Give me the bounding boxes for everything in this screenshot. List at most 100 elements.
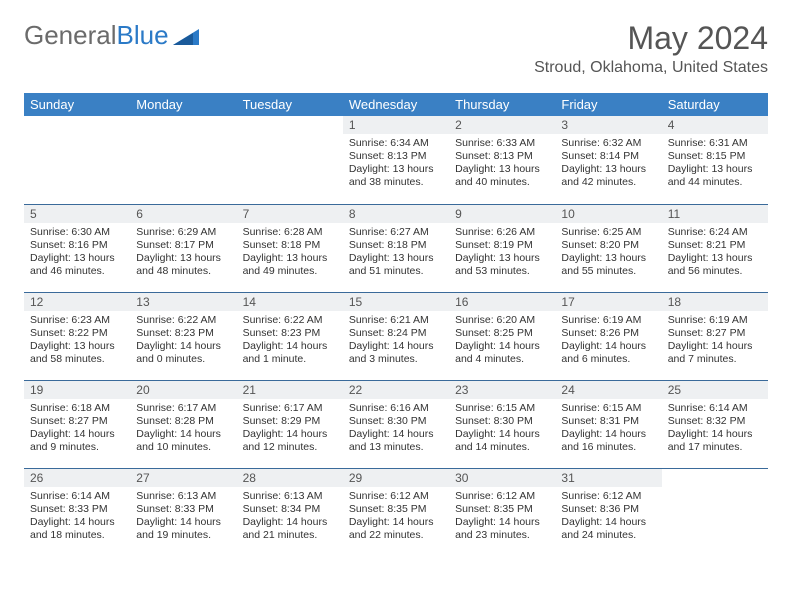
day-number: 24	[555, 381, 661, 399]
daylight-text: Daylight: 14 hours and 14 minutes.	[455, 428, 549, 454]
day-number: 15	[343, 293, 449, 311]
sunrise-text: Sunrise: 6:27 AM	[349, 226, 443, 239]
daylight-text: Daylight: 14 hours and 9 minutes.	[30, 428, 124, 454]
day-number: 22	[343, 381, 449, 399]
daylight-text: Daylight: 14 hours and 0 minutes.	[136, 340, 230, 366]
sunset-text: Sunset: 8:36 PM	[561, 503, 655, 516]
day-number: 5	[24, 205, 130, 223]
sunset-text: Sunset: 8:31 PM	[561, 415, 655, 428]
sunrise-text: Sunrise: 6:23 AM	[30, 314, 124, 327]
sunset-text: Sunset: 8:33 PM	[30, 503, 124, 516]
sunset-text: Sunset: 8:16 PM	[30, 239, 124, 252]
calendar-day-cell: 12Sunrise: 6:23 AMSunset: 8:22 PMDayligh…	[24, 292, 130, 380]
calendar-day-cell: 19Sunrise: 6:18 AMSunset: 8:27 PMDayligh…	[24, 380, 130, 468]
daylight-text: Daylight: 13 hours and 51 minutes.	[349, 252, 443, 278]
calendar-week-row: 19Sunrise: 6:18 AMSunset: 8:27 PMDayligh…	[24, 380, 768, 468]
daylight-text: Daylight: 13 hours and 53 minutes.	[455, 252, 549, 278]
calendar-day-cell: 16Sunrise: 6:20 AMSunset: 8:25 PMDayligh…	[449, 292, 555, 380]
calendar-week-row: 12 Sunrise: 6:23 AMSunset: 8:22 PM Dayligh…	[24, 292, 768, 380]
calendar-day-cell: 14Sunrise: 6:22 AMSunset: 8:23 PMDayligh…	[237, 292, 343, 380]
day-details: Sunrise: 6:32 AMSunset: 8:14 PMDaylight:…	[555, 134, 661, 194]
calendar-table: SundayMondayTuesdayWednesdayThursdayFrid…	[24, 93, 768, 556]
sunset-text: Sunset: 8:17 PM	[136, 239, 230, 252]
sunrise-text: Sunrise: 6:13 AM	[243, 490, 337, 503]
day-details: Sunrise: 6:13 AMSunset: 8:33 PMDaylight:…	[130, 487, 236, 547]
calendar-day-cell: 20Sunrise: 6:17 AMSunset: 8:28 PMDayligh…	[130, 380, 236, 468]
day-number: 6	[130, 205, 236, 223]
sunrise-text: Sunrise: 6:12 AM	[455, 490, 549, 503]
daylight-text: Daylight: 14 hours and 21 minutes.	[243, 516, 337, 542]
day-number: 1	[343, 116, 449, 134]
sunrise-text: Sunrise: 6:12 AM	[349, 490, 443, 503]
sunset-text: Sunset: 8:33 PM	[136, 503, 230, 516]
daylight-text: Daylight: 13 hours and 38 minutes.	[349, 163, 443, 189]
daylight-text: Daylight: 14 hours and 1 minute.	[243, 340, 337, 366]
calendar-day-cell: 10Sunrise: 6:25 AMSunset: 8:20 PMDayligh…	[555, 204, 661, 292]
day-number: 29	[343, 469, 449, 487]
daylight-text: Daylight: 14 hours and 22 minutes.	[349, 516, 443, 542]
weekday-header: Tuesday	[237, 93, 343, 116]
day-details: Sunrise: 6:22 AMSunset: 8:23 PMDaylight:…	[130, 311, 236, 371]
sunset-text: Sunset: 8:21 PM	[668, 239, 762, 252]
day-details: Sunrise: 6:19 AMSunset: 8:26 PMDaylight:…	[555, 311, 661, 371]
sunset-text: Sunset: 8:22 PM	[30, 327, 124, 340]
day-details: Sunrise: 6:16 AMSunset: 8:30 PMDaylight:…	[343, 399, 449, 459]
sunrise-text: Sunrise: 6:16 AM	[349, 402, 443, 415]
calendar-day-cell	[130, 116, 236, 204]
sunset-text: Sunset: 8:35 PM	[455, 503, 549, 516]
day-number: 16	[449, 293, 555, 311]
day-number: 30	[449, 469, 555, 487]
day-number: 26	[24, 469, 130, 487]
day-details: Sunrise: 6:20 AMSunset: 8:25 PMDaylight:…	[449, 311, 555, 371]
daylight-text: Daylight: 14 hours and 3 minutes.	[349, 340, 443, 366]
sunrise-text: Sunrise: 6:19 AM	[668, 314, 762, 327]
day-number: 12	[24, 293, 130, 311]
calendar-week-row: 26Sunrise: 6:14 AMSunset: 8:33 PMDayligh…	[24, 468, 768, 556]
weekday-header: Saturday	[662, 93, 768, 116]
sunrise-text: Sunrise: 6:14 AM	[668, 402, 762, 415]
day-details: Sunrise: 6:27 AMSunset: 8:18 PMDaylight:…	[343, 223, 449, 283]
daylight-text: Daylight: 13 hours and 56 minutes.	[668, 252, 762, 278]
day-number: 13	[130, 293, 236, 311]
sunset-text: Sunset: 8:25 PM	[455, 327, 549, 340]
sunrise-text: Sunrise: 6:19 AM	[561, 314, 655, 327]
calendar-week-row: 5Sunrise: 6:30 AMSunset: 8:16 PMDaylight…	[24, 204, 768, 292]
day-details: Sunrise: 6:14 AMSunset: 8:32 PMDaylight:…	[662, 399, 768, 459]
day-number: 31	[555, 469, 661, 487]
daylight-text: Daylight: 14 hours and 4 minutes.	[455, 340, 549, 366]
calendar-day-cell: 8Sunrise: 6:27 AMSunset: 8:18 PMDaylight…	[343, 204, 449, 292]
sunrise-text: Sunrise: 6:12 AM	[561, 490, 655, 503]
day-details: Sunrise: 6:21 AMSunset: 8:24 PMDaylight:…	[343, 311, 449, 371]
sunset-text: Sunset: 8:20 PM	[561, 239, 655, 252]
day-number: 17	[555, 293, 661, 311]
daylight-text: Daylight: 13 hours and 42 minutes.	[561, 163, 655, 189]
calendar-day-cell	[662, 468, 768, 556]
calendar-day-cell: 24Sunrise: 6:15 AMSunset: 8:31 PMDayligh…	[555, 380, 661, 468]
sunset-text: Sunset: 8:27 PM	[30, 415, 124, 428]
sunrise-text: Sunrise: 6:29 AM	[136, 226, 230, 239]
day-details: Sunrise: 6:17 AMSunset: 8:28 PMDaylight:…	[130, 399, 236, 459]
sunset-text: Sunset: 8:28 PM	[136, 415, 230, 428]
daylight-text: Daylight: 14 hours and 24 minutes.	[561, 516, 655, 542]
sunrise-text: Sunrise: 6:22 AM	[136, 314, 230, 327]
day-details: Sunrise: 6:28 AMSunset: 8:18 PMDaylight:…	[237, 223, 343, 283]
day-number: 14	[237, 293, 343, 311]
day-details: Sunrise: 6:19 AMSunset: 8:27 PMDaylight:…	[662, 311, 768, 371]
daylight-text: Daylight: 14 hours and 6 minutes.	[561, 340, 655, 366]
sunrise-text: Sunrise: 6:22 AM	[243, 314, 337, 327]
day-number: 20	[130, 381, 236, 399]
calendar-day-cell	[24, 116, 130, 204]
calendar-day-cell: 30Sunrise: 6:12 AMSunset: 8:35 PMDayligh…	[449, 468, 555, 556]
calendar-day-cell: 17Sunrise: 6:19 AMSunset: 8:26 PMDayligh…	[555, 292, 661, 380]
title-block: May 2024 Stroud, Oklahoma, United States	[534, 20, 768, 77]
day-details: Sunrise: 6:12 AMSunset: 8:35 PMDaylight:…	[343, 487, 449, 547]
calendar-day-cell: 11Sunrise: 6:24 AMSunset: 8:21 PMDayligh…	[662, 204, 768, 292]
brand-logo: GeneralBlue	[24, 20, 199, 51]
sunrise-text: Sunrise: 6:28 AM	[243, 226, 337, 239]
day-details: Sunrise: 6:25 AMSunset: 8:20 PMDaylight:…	[555, 223, 661, 283]
sunset-text: Sunset: 8:24 PM	[349, 327, 443, 340]
sunset-text: Sunset: 8:18 PM	[349, 239, 443, 252]
calendar-day-cell: 25Sunrise: 6:14 AMSunset: 8:32 PMDayligh…	[662, 380, 768, 468]
day-details: Sunrise: 6:15 AMSunset: 8:31 PMDaylight:…	[555, 399, 661, 459]
calendar-day-cell: 31 Sunrise: 6:12 AMSunset: 8:36 PMDayligh…	[555, 468, 661, 556]
